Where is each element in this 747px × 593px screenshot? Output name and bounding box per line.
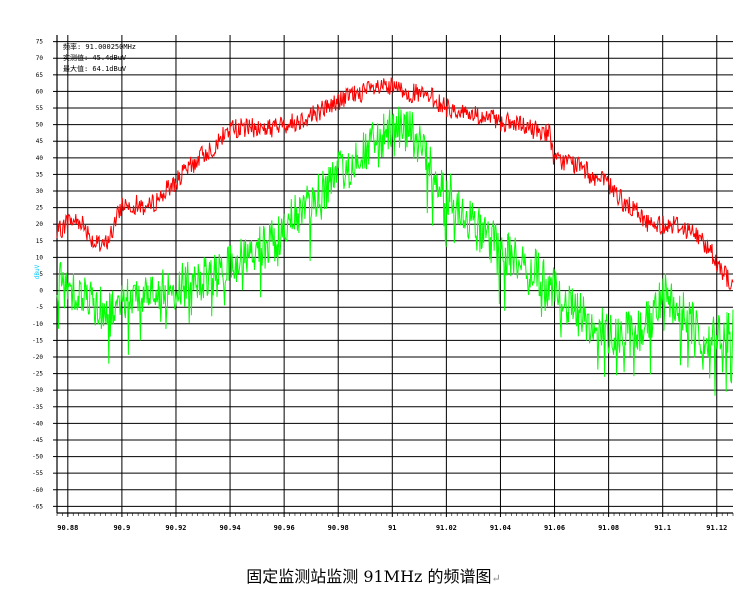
caption-text: 固定监测站监测 91MHz 的频谱图 [246,567,492,586]
y-tick-label: 30 [36,188,44,195]
series-line-green [56,106,734,396]
info-maximum: 最大值: 64.1dBuV [63,64,127,73]
y-tick-label: 60 [36,88,44,95]
paragraph-mark: ↵ [491,572,501,585]
x-tick-label: 91.12 [706,524,727,532]
x-tick-label: 90.96 [274,524,295,532]
y-tick-label: 70 [36,55,44,62]
y-tick-label: -20 [32,354,43,361]
info-measured: 实测值: 45.4dBuV [63,53,127,62]
x-tick-label: 91.08 [598,524,619,532]
y-tick-label: -30 [32,387,43,394]
x-tick-label: 90.94 [220,524,241,532]
y-tick-label: 65 [36,72,44,79]
info-panel: 频率: 91.000250MHz 实测值: 45.4dBuV 最大值: 64.1… [63,42,136,73]
figure-caption: 固定监测站监测 91MHz 的频谱图↵ [0,563,747,587]
y-tick-label: 40 [36,155,44,162]
y-tick-label: 45 [36,138,44,145]
x-tick-label: 91.04 [490,524,511,532]
x-tick-label: 90.9 [113,524,130,532]
y-tick-label: -35 [32,404,43,411]
x-tick-label: 90.88 [57,524,78,532]
y-tick-label: -50 [32,454,43,461]
y-tick-label: -45 [32,437,43,444]
y-tick-label: 50 [36,122,44,129]
y-tick-label: 5 [39,271,43,278]
y-tick-label: 0 [39,288,43,295]
y-tick-label: -5 [36,304,44,311]
x-tick-label: 90.92 [165,524,186,532]
x-tick-label: 90.98 [328,524,349,532]
info-frequency: 频率: 91.000250MHz [63,42,136,51]
y-tick-label: 15 [36,238,44,245]
y-tick-label: -15 [32,337,43,344]
y-tick-label: -60 [32,487,43,494]
y-tick-label: 10 [36,254,44,261]
chart-grid [56,35,733,517]
x-tick-label: 91.02 [436,524,457,532]
y-tick-label: 35 [36,171,44,178]
y-tick-label: -40 [32,420,43,427]
y-tick-label: 20 [36,221,44,228]
y-tick-label: 25 [36,205,44,212]
series-group [56,77,734,396]
series-line-red [56,77,734,291]
y-tick-label: -65 [32,503,43,510]
y-tick-label: 75 [36,39,44,46]
y-tick-label: -25 [32,371,43,378]
x-tick-label: 91.1 [654,524,671,532]
x-axis-ticks: 90.88 90.9 90.92 90.94 90.96 90.98 91 91.02 91.0… [56,513,734,532]
spectrum-chart: 757065605550454035302520151050-5-10-15-2… [32,35,734,532]
x-tick-label: 91.06 [544,524,565,532]
y-tick-label: -10 [32,321,43,328]
y-unit-label: dBuV [34,264,41,279]
y-axis-ticks: 757065605550454035302520151050-5-10-15-2… [32,39,57,510]
y-tick-label: 55 [36,105,44,112]
y-tick-label: -55 [32,470,43,477]
x-tick-label: 91 [388,524,396,532]
